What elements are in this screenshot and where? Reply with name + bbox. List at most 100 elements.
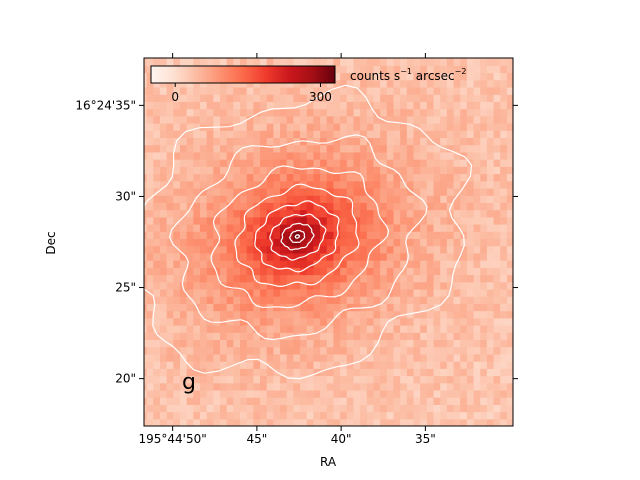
image-pixel: [346, 274, 354, 283]
image-pixel: [206, 252, 214, 261]
image-pixel: [326, 375, 334, 384]
image-pixel: [312, 303, 321, 312]
image-pixel: [166, 281, 174, 290]
image-pixel: [426, 115, 434, 124]
image-pixel: [144, 325, 147, 333]
image-pixel: [292, 224, 301, 232]
image-pixel: [446, 231, 454, 240]
colorbar-ticks: 0 300: [171, 83, 332, 104]
image-pixel: [312, 375, 321, 384]
image-pixel: [492, 58, 501, 66]
image-pixel: [306, 58, 314, 59]
image-pixel: [406, 216, 414, 225]
image-pixel: [492, 173, 501, 182]
image-pixel: [166, 332, 174, 341]
image-pixel: [326, 180, 334, 189]
image-pixel: [146, 173, 154, 182]
image-pixel: [226, 58, 234, 66]
image-pixel: [312, 151, 321, 160]
image-pixel: [466, 339, 474, 348]
image-pixel: [432, 58, 441, 66]
image-pixel: [206, 137, 214, 146]
image-pixel: [199, 231, 207, 240]
image-pixel: [299, 108, 307, 117]
image-pixel: [472, 368, 481, 377]
image-pixel: [472, 418, 481, 426]
image-pixel: [372, 288, 381, 297]
image-pixel: [239, 353, 247, 362]
image-pixel: [392, 166, 401, 175]
image-pixel: [352, 58, 361, 66]
image-pixel: [279, 108, 287, 117]
image-pixel: [212, 375, 221, 384]
image-pixel: [212, 115, 221, 124]
image-pixel: [432, 101, 441, 110]
image-pixel: [419, 224, 427, 232]
image-pixel: [192, 361, 200, 369]
image-pixel: [432, 79, 441, 88]
image-pixel: [446, 361, 454, 369]
image-pixel: [279, 58, 287, 59]
image-pixel: [199, 101, 207, 110]
image-pixel: [266, 123, 274, 131]
image-pixel: [259, 418, 267, 426]
image-pixel: [459, 238, 467, 247]
image-pixel: [492, 296, 501, 304]
image-pixel: [232, 173, 241, 182]
image-pixel: [212, 94, 221, 102]
colorbar-tick-label: 0: [171, 90, 179, 104]
image-pixel: [299, 94, 307, 102]
image-pixel: [426, 274, 434, 283]
image-pixel: [319, 108, 327, 117]
image-pixel: [179, 115, 187, 124]
image-pixel: [286, 86, 294, 95]
image-pixel: [446, 418, 454, 426]
image-pixel: [166, 173, 174, 182]
image-pixel: [506, 151, 513, 160]
image-pixel: [266, 137, 274, 146]
image-pixel: [472, 130, 481, 139]
image-pixel: [306, 317, 314, 326]
image-pixel: [186, 58, 194, 66]
image-pixel: [492, 137, 501, 146]
image-pixel: [252, 79, 261, 88]
image-pixel: [392, 303, 401, 312]
image-pixel: [326, 382, 334, 391]
image-pixel: [312, 173, 321, 182]
image-pixel: [399, 216, 407, 225]
image-pixel: [359, 137, 367, 146]
image-pixel: [326, 187, 334, 196]
image-pixel: [446, 159, 454, 167]
image-pixel: [246, 115, 254, 124]
image-pixel: [279, 260, 287, 268]
image-pixel: [339, 238, 347, 247]
image-pixel: [392, 267, 401, 276]
image-pixel: [466, 310, 474, 319]
image-pixel: [299, 209, 307, 218]
colorbar-label: counts s−1 arcsec−2: [350, 67, 466, 83]
image-pixel: [359, 411, 367, 420]
image-pixel: [326, 353, 334, 362]
image-pixel: [206, 159, 214, 167]
image-pixel: [192, 339, 200, 348]
image-pixel: [352, 397, 361, 405]
image-pixel: [392, 339, 401, 348]
image-pixel: [426, 252, 434, 261]
image-pixel: [319, 115, 327, 124]
image-pixel: [259, 151, 267, 160]
image-pixel: [192, 173, 200, 182]
image-pixel: [206, 361, 214, 369]
image-pixel: [446, 245, 454, 254]
image-pixel: [259, 209, 267, 218]
image-pixel: [166, 288, 174, 297]
image-pixel: [179, 325, 187, 333]
image-pixel: [219, 411, 227, 420]
image-pixel: [279, 375, 287, 384]
image-pixel: [479, 332, 487, 341]
image-pixel: [232, 332, 241, 341]
image-pixel: [219, 382, 227, 391]
image-pixel: [146, 332, 154, 341]
image-pixel: [426, 404, 434, 413]
image-pixel: [479, 166, 487, 175]
image-pixel: [446, 130, 454, 139]
